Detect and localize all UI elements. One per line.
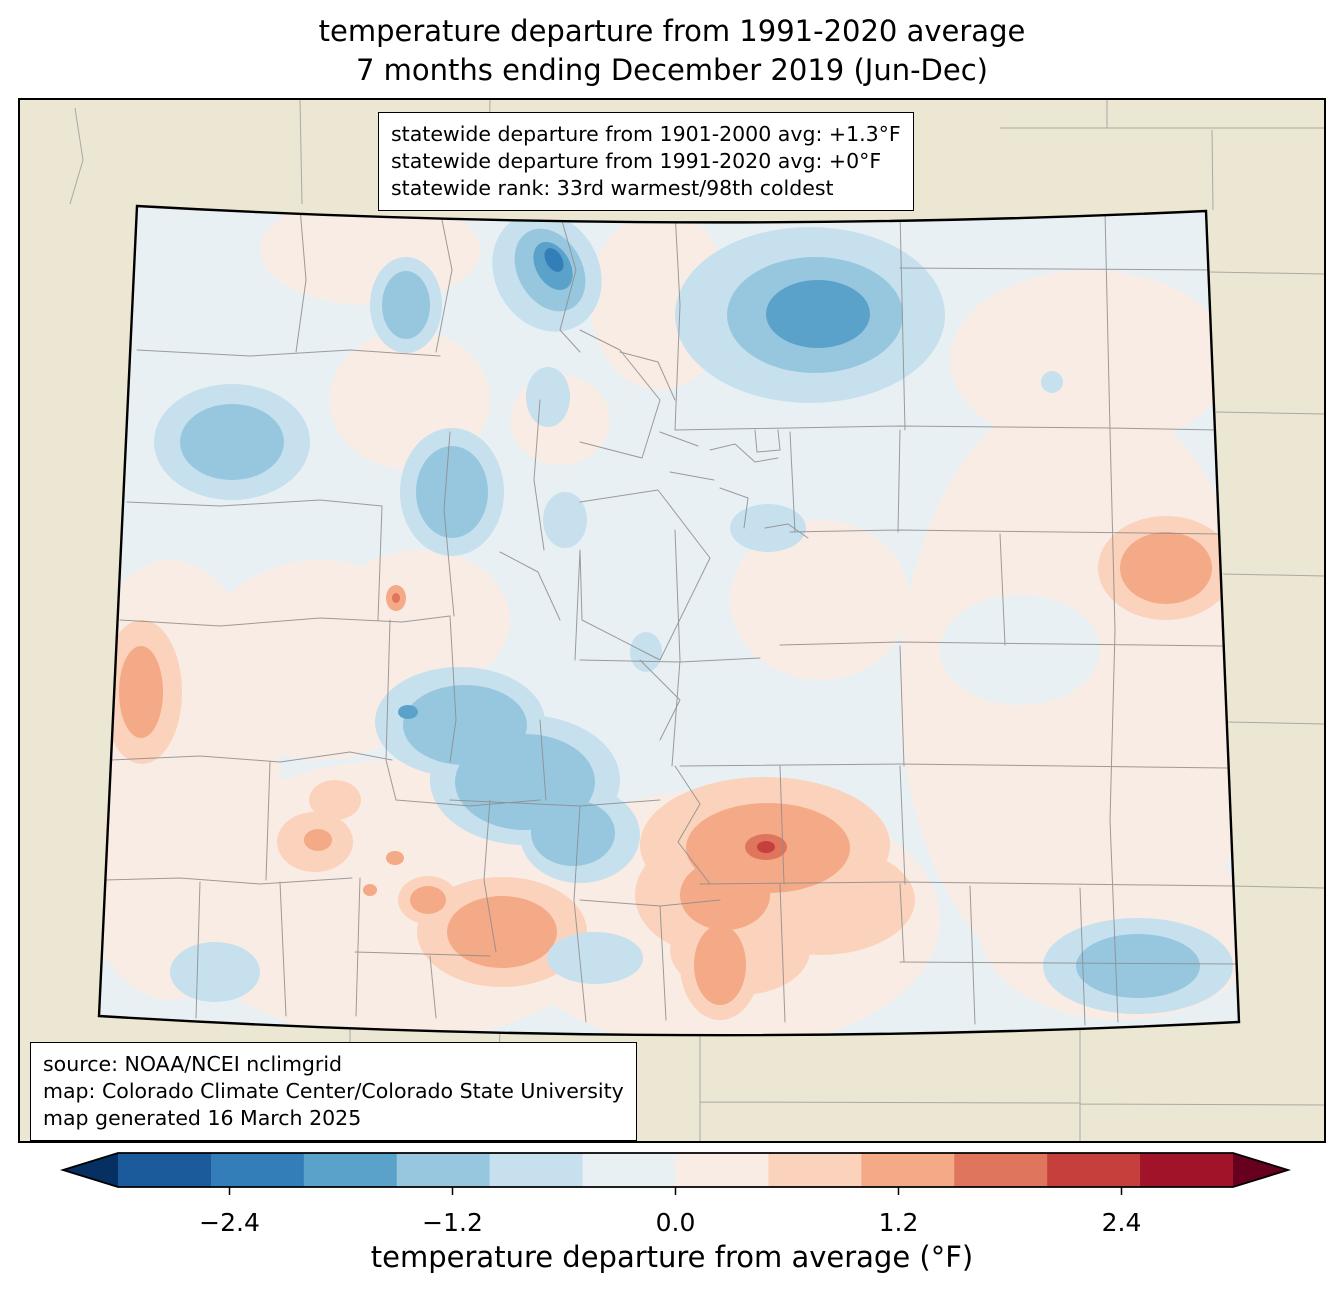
cool-anomaly-core: [544, 248, 564, 272]
colorbar-segment: [582, 1153, 677, 1187]
colorbar-segment: [1047, 1153, 1141, 1187]
warm-anomaly-core-center: [757, 841, 775, 853]
near-zero-cool-pockets: [940, 206, 1239, 705]
colorbar-axis-label: temperature departure from average (°F): [370, 1240, 974, 1274]
colorbar-tick-label: −2.4: [199, 1208, 260, 1237]
cool-anomaly-regions-level3: [398, 241, 870, 719]
colorbar-tick-label: 0.0: [656, 1208, 696, 1237]
source-annotation-box: source: NOAA/NCEI nclimgrid map: Colorad…: [30, 1042, 637, 1141]
colorado-map-svg: [20, 100, 1324, 1141]
title-line-1: temperature departure from 1991-2020 ave…: [318, 14, 1026, 48]
state-border: [97, 204, 1241, 1037]
source-line-data: source: NOAA/NCEI nclimgrid: [43, 1052, 343, 1076]
colorbar-arrow-left: [63, 1153, 118, 1187]
colorbar-tick-label: 2.4: [1102, 1208, 1142, 1237]
stats-line-1901-2000: statewide departure from 1901-2000 avg: …: [391, 122, 901, 146]
figure-title: temperature departure from 1991-2020 ave…: [0, 12, 1344, 90]
colorbar-segment: [1140, 1153, 1234, 1187]
map-frame: [18, 98, 1326, 1143]
warm-anomaly-regions-level2: [119, 532, 1212, 1005]
state-interior: [99, 206, 1239, 1036]
colorbar-tick-label: 1.2: [879, 1208, 919, 1237]
colorbar-outline: [59, 1152, 1292, 1188]
source-line-map: map: Colorado Climate Center/Colorado St…: [43, 1079, 624, 1103]
colorbar-segment: [954, 1153, 1048, 1187]
colorbar-segment: [861, 1153, 955, 1187]
colorbar-segment: [118, 1153, 212, 1187]
colorbar-segment: [489, 1153, 584, 1187]
colorbar-segment: [768, 1153, 862, 1187]
stats-annotation-box: statewide departure from 1901-2000 avg: …: [378, 112, 914, 211]
colorbar-segment: [303, 1153, 398, 1187]
colorbar-segment: [396, 1153, 491, 1187]
colorbar-segment: [675, 1153, 770, 1187]
colorbar-svg: −2.4 −1.2 0.0 1.2 2.4: [59, 1152, 1292, 1237]
title-line-2: 7 months ending December 2019 (Jun-Dec): [356, 53, 988, 87]
stats-line-rank: statewide rank: 33rd warmest/98th coldes…: [391, 176, 834, 200]
colorbar-segment: [210, 1153, 305, 1187]
source-line-generated: map generated 16 March 2025: [43, 1106, 362, 1130]
colorbar-tick-label: −1.2: [422, 1208, 483, 1237]
county-boundaries: [104, 207, 1237, 1026]
stats-line-1991-2020: statewide departure from 1991-2020 avg: …: [391, 149, 882, 173]
colorbar-arrow-right: [1233, 1153, 1288, 1187]
